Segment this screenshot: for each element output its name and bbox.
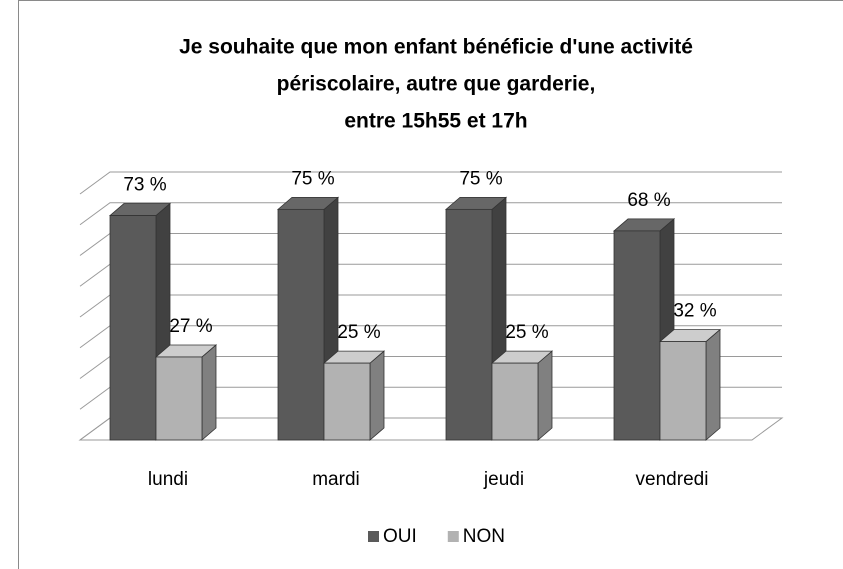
bar [109, 215, 157, 441]
x-tick-label: mardi [312, 469, 360, 490]
data-label: 68 % [627, 190, 670, 211]
data-label: 32 % [673, 301, 716, 322]
data-label: 75 % [291, 168, 334, 189]
x-tick-label: vendredi [636, 469, 709, 490]
legend-swatch [447, 531, 459, 542]
grid-line [79, 171, 782, 195]
chart-title: Je souhaite que mon enfant bénéficie d'u… [179, 36, 693, 59]
bar [155, 356, 203, 441]
legend-swatch [368, 531, 379, 542]
data-label: 25 % [337, 322, 380, 343]
bar-side [537, 350, 553, 441]
grid-line [79, 202, 782, 226]
bar [659, 341, 707, 441]
chart-title: entre 15h55 et 17h [344, 110, 527, 133]
x-tick-label: lundi [148, 469, 188, 490]
bar-side [201, 344, 217, 441]
bar-side [369, 350, 385, 441]
data-label: 75 % [459, 168, 502, 189]
data-label: 27 % [169, 316, 212, 337]
bar-side [705, 328, 721, 441]
data-label: 25 % [505, 322, 548, 343]
bar [323, 362, 371, 441]
legend-label: NON [463, 526, 505, 547]
bar [445, 208, 493, 441]
x-tick-label: jeudi [483, 469, 524, 490]
bar [491, 362, 539, 441]
legend-label: OUI [383, 526, 417, 547]
chart-title: périscolaire, autre que garderie, [277, 73, 596, 96]
bar [277, 208, 325, 441]
bar [613, 230, 661, 441]
data-label: 73 % [123, 175, 166, 196]
